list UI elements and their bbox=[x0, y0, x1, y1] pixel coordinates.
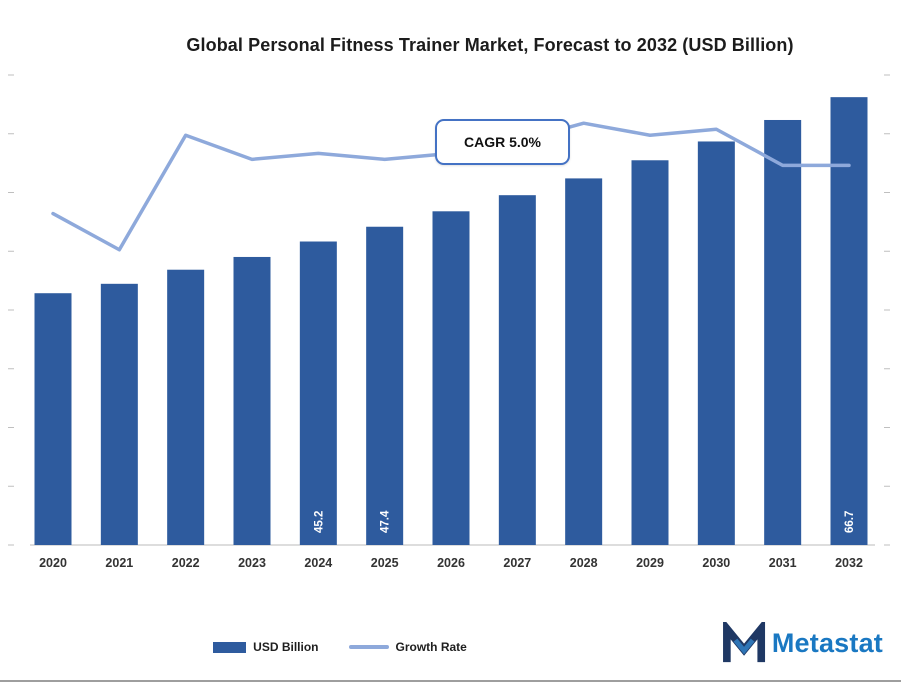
bar-2032 bbox=[830, 97, 868, 546]
legend-item-growth-rate: Growth Rate bbox=[348, 640, 467, 654]
bar-2024 bbox=[299, 241, 337, 545]
bar-data-label-2024: 45.2 bbox=[313, 511, 325, 533]
bar-series-swatch bbox=[213, 641, 247, 653]
chart-plot-area: 45.2 47.4 66.7 2020 2021 2022 2023 2024 2025 2026… bbox=[8, 74, 890, 570]
x-axis-label-2030: 2030 bbox=[702, 556, 730, 570]
bar-2020 bbox=[34, 293, 72, 545]
x-axis-label-2032: 2032 bbox=[835, 556, 863, 570]
bar-2026 bbox=[432, 211, 470, 546]
legend: USD Billion Growth Rate bbox=[0, 640, 680, 654]
cagr-annotation: CAGR 5.0% bbox=[435, 119, 570, 165]
metastat-m-icon bbox=[722, 622, 765, 663]
cagr-annotation-label: CAGR 5.0% bbox=[463, 134, 542, 150]
bar-2028 bbox=[565, 178, 603, 545]
x-axis-label-2024: 2024 bbox=[304, 556, 332, 570]
bar-2023 bbox=[233, 256, 271, 545]
x-axis-label-2029: 2029 bbox=[636, 556, 664, 570]
x-axis-label-2023: 2023 bbox=[238, 556, 266, 570]
legend-label-growth-rate: Growth Rate bbox=[395, 640, 467, 654]
bar-2021 bbox=[100, 283, 138, 545]
metastat-logo: Metastat bbox=[722, 622, 883, 664]
bar-2029 bbox=[631, 160, 669, 545]
bar-2025 bbox=[366, 226, 404, 545]
x-axis-label-2020: 2020 bbox=[39, 556, 67, 570]
bar-2031 bbox=[764, 119, 802, 545]
x-axis-label-2028: 2028 bbox=[570, 556, 598, 570]
bar-2022 bbox=[167, 269, 205, 545]
x-axis-label-2027: 2027 bbox=[503, 556, 531, 570]
x-axis-label-2021: 2021 bbox=[105, 556, 133, 570]
bar-2030 bbox=[697, 141, 735, 545]
bar-data-label-2032: 66.7 bbox=[844, 511, 856, 533]
x-axis-label-2025: 2025 bbox=[371, 556, 399, 570]
x-axis-label-2031: 2031 bbox=[769, 556, 797, 570]
chart-title: Global Personal Fitness Trainer Market, … bbox=[186, 35, 794, 55]
line-series-swatch bbox=[348, 645, 389, 649]
bar-2027 bbox=[498, 195, 536, 545]
legend-item-usd-billion: USD Billion bbox=[213, 640, 319, 654]
bar-data-label-2025: 47.4 bbox=[380, 510, 392, 533]
x-axis-label-2026: 2026 bbox=[437, 556, 465, 570]
x-axis-label-2022: 2022 bbox=[172, 556, 200, 570]
metastat-logo-text: Metastat bbox=[771, 627, 883, 658]
legend-label-usd-billion: USD Billion bbox=[253, 640, 319, 654]
